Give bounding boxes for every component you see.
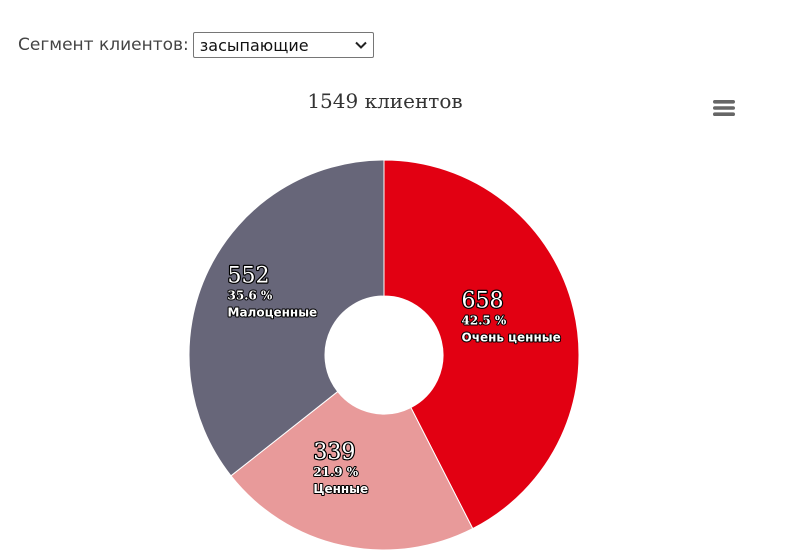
chart-title: 1549 клиентов (307, 89, 463, 113)
slice-name-label: Очень ценные (462, 331, 561, 345)
slice-value-label: 339 (313, 440, 355, 465)
slice-percent-label: 42.5 % (462, 314, 507, 328)
donut-slice[interactable] (188, 159, 385, 477)
donut-slice[interactable] (230, 390, 474, 551)
slice-name-label: Малоценные (228, 305, 318, 319)
segment-filter: Сегмент клиентов: засыпающие (18, 31, 374, 59)
slice-percent-label: 21.9 % (313, 465, 358, 479)
segment-select-value: засыпающие (199, 35, 309, 55)
segment-select[interactable]: засыпающие (192, 32, 374, 58)
chart-menu-button[interactable] (710, 96, 738, 120)
slice-percent-label: 35.6 % (228, 288, 273, 302)
hamburger-menu-icon (713, 100, 735, 116)
chevron-down-icon (355, 41, 367, 49)
slice-name-label: Ценные (313, 482, 368, 496)
donut-slice[interactable] (383, 159, 580, 530)
slice-value-label: 552 (228, 263, 270, 288)
slice-value-label: 658 (462, 289, 504, 314)
segment-filter-label: Сегмент клиентов: (18, 35, 189, 55)
